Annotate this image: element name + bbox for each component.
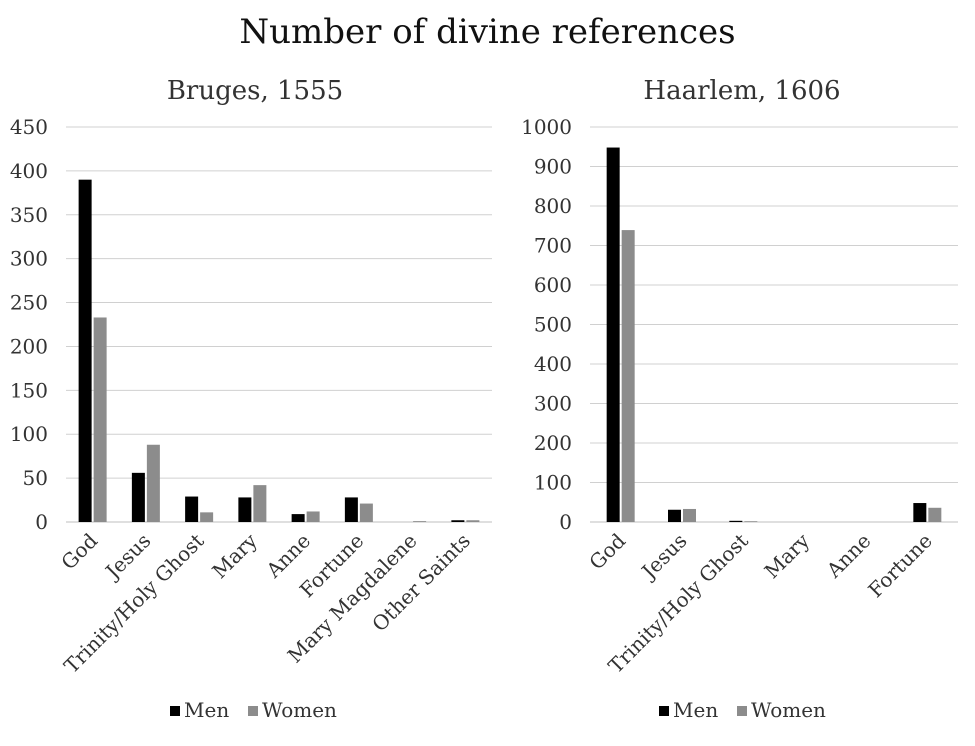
chart2-title: Haarlem, 1606 <box>643 76 840 106</box>
chart1-bar-men <box>344 497 358 522</box>
chart1-ytick-label: 350 <box>10 203 48 227</box>
chart1-bar-women <box>146 444 160 522</box>
chart1-bar-women <box>200 512 214 522</box>
chart1-bar-women <box>93 317 107 522</box>
chart2-ytick-label: 100 <box>534 471 572 495</box>
chart1-bar-women <box>306 511 320 522</box>
chart1-ytick-label: 0 <box>35 510 48 534</box>
chart2-bar-men <box>729 520 743 522</box>
chart1-legend-swatch-men <box>170 706 180 716</box>
chart2-legend-label-women: Women <box>751 698 826 722</box>
chart2-ytick-label: 400 <box>534 352 572 376</box>
chart2-ytick-label: 500 <box>534 313 572 337</box>
chart1-bar-women <box>359 503 373 522</box>
chart1-bar-men <box>451 520 465 522</box>
chart1-ytick-label: 100 <box>10 422 48 446</box>
main-title: Number of divine references <box>239 12 736 52</box>
chart1-ytick-label: 200 <box>10 334 48 358</box>
chart1-bar-men <box>78 179 92 522</box>
chart1-legend-label-men: Men <box>184 698 229 722</box>
chart2-category-label: Anne <box>821 529 875 583</box>
chart1-ytick-label: 250 <box>10 291 48 315</box>
chart1-legend-label-women: Women <box>262 698 337 722</box>
chart1-ytick-label: 50 <box>23 466 48 490</box>
chart2-bar-men <box>668 509 681 522</box>
chart1-ytick-label: 300 <box>10 247 48 271</box>
chart2-legend-label-men: Men <box>673 698 718 722</box>
chart2-bar-men <box>606 147 620 523</box>
chart1-ytick-label: 450 <box>10 115 48 139</box>
chart2-ytick-label: 200 <box>534 431 572 455</box>
chart2-ytick-label: 300 <box>534 392 572 416</box>
chart2-bar-women <box>683 508 696 522</box>
chart1-ytick-label: 150 <box>10 378 48 402</box>
chart2-category-label: Fortune <box>863 529 937 603</box>
chart1-bar-men <box>185 496 199 522</box>
chart2-ytick-label: 900 <box>534 155 572 179</box>
chart1-bar-women <box>413 521 427 522</box>
chart1-category-label: God <box>56 528 102 574</box>
chart2-category-label: God <box>584 528 630 574</box>
chart1-ytick-label: 400 <box>10 159 48 183</box>
chart1-bar-women <box>253 485 267 522</box>
chart2-ytick-label: 600 <box>534 273 572 297</box>
chart2-ytick-label: 700 <box>534 234 572 258</box>
chart2-legend-swatch-women <box>737 706 747 716</box>
chart1-bar-women <box>466 520 480 522</box>
chart1-bar-men <box>131 472 145 522</box>
chart1-bar-men <box>291 514 305 522</box>
chart2-category-label: Mary <box>760 528 815 583</box>
chart2-category-label: Jesus <box>635 529 691 585</box>
chart2-legend-swatch-men <box>659 706 669 716</box>
chart2-ytick-label: 800 <box>534 194 572 218</box>
chart2-bar-women <box>928 507 942 522</box>
chart2-bar-women <box>621 230 635 522</box>
chart2-ytick-label: 0 <box>559 510 572 534</box>
chart2-bar-women <box>744 521 758 522</box>
chart1-bar-men <box>238 497 252 522</box>
chart2-bar-men <box>913 503 927 522</box>
chart2-ytick-label: 1000 <box>521 115 572 139</box>
chart1-legend-swatch-women <box>248 706 258 716</box>
chart1-title: Bruges, 1555 <box>167 76 343 106</box>
chart1-category-label: Mary <box>207 528 262 583</box>
